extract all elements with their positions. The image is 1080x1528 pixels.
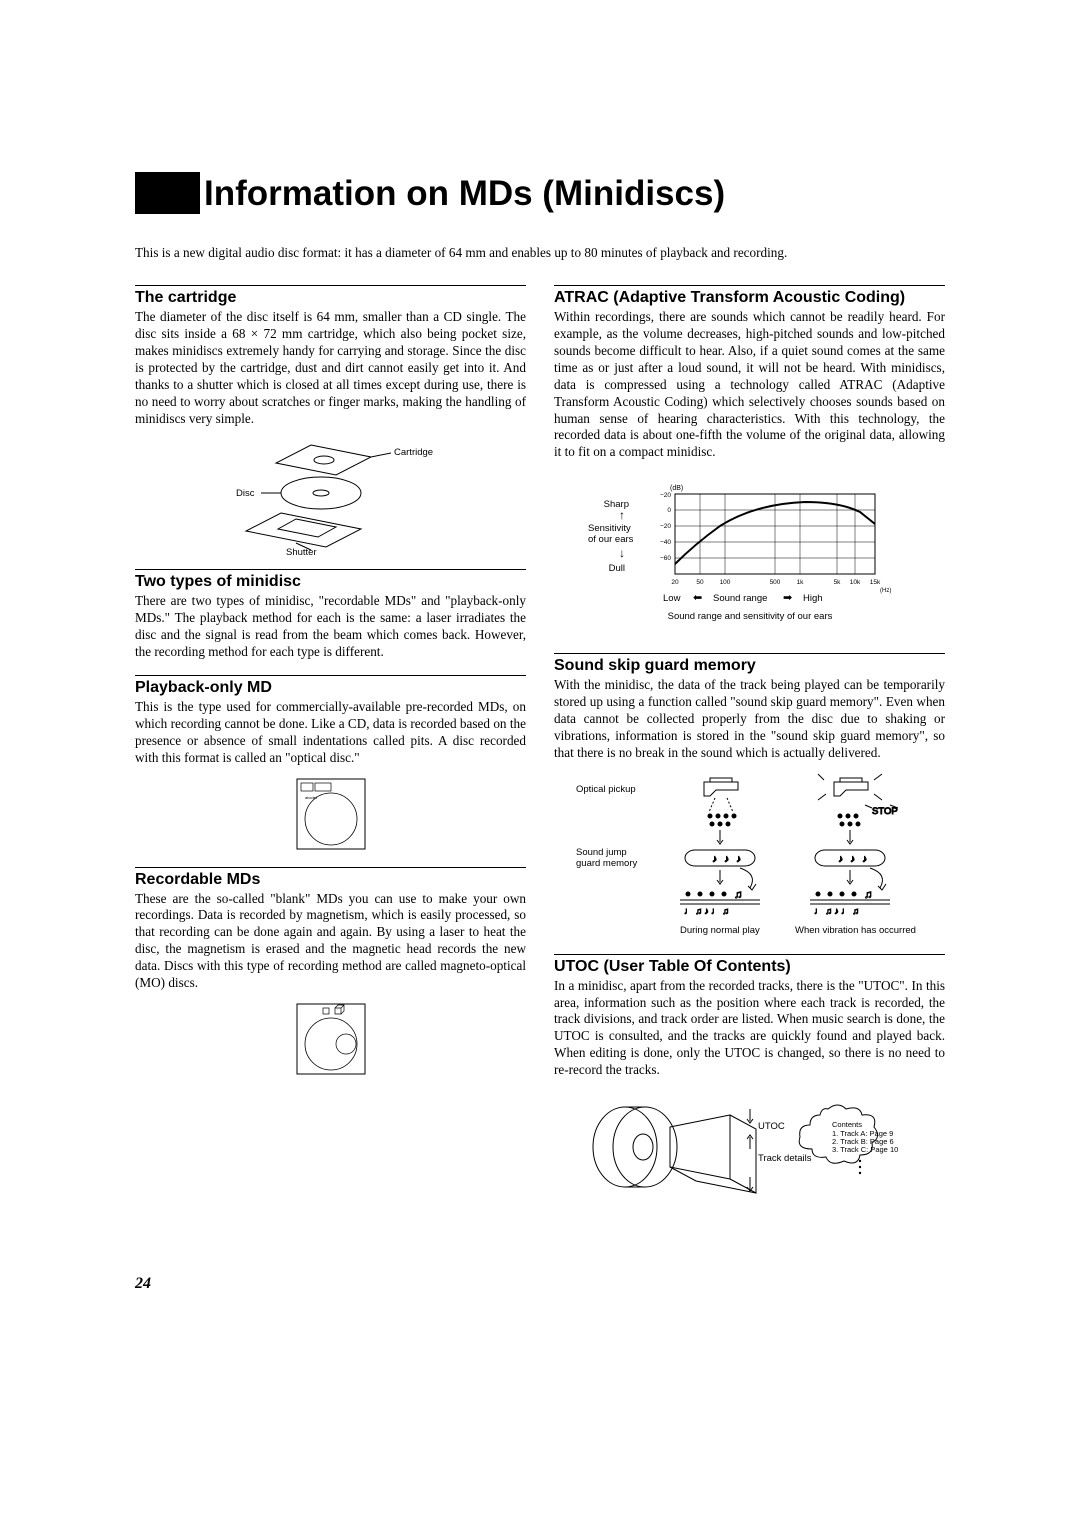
right-column: ATRAC (Adaptive Transform Acoustic Codin… bbox=[554, 285, 945, 1221]
svg-text:guard memory: guard memory bbox=[576, 858, 637, 869]
chart-caption: Sound range and sensitivity of our ears bbox=[667, 611, 832, 622]
svg-text:Contents: Contents bbox=[832, 1120, 862, 1129]
rule bbox=[554, 653, 945, 654]
svg-text:(dB): (dB) bbox=[670, 485, 683, 492]
svg-text:Track details: Track details bbox=[758, 1153, 812, 1164]
columns: The cartridge The diameter of the disc i… bbox=[135, 285, 945, 1221]
label-sharp: Sharp bbox=[603, 499, 628, 510]
svg-text:Optical pickup: Optical pickup bbox=[576, 784, 636, 795]
svg-text:UTOC: UTOC bbox=[758, 1121, 785, 1132]
svg-text:3. Track C: Page 10: 3. Track C: Page 10 bbox=[832, 1145, 898, 1154]
svg-text:10k: 10k bbox=[849, 579, 860, 586]
section-recordable: Recordable MDs These are the so-called "… bbox=[135, 867, 526, 1078]
section-sound-skip: Sound skip guard memory With the minidis… bbox=[554, 653, 945, 939]
svg-text:−60: −60 bbox=[659, 555, 670, 562]
rule bbox=[554, 285, 945, 286]
svg-text:♪: ♪ bbox=[838, 854, 843, 865]
fig-atrac-chart: Sharp ↑ Sensitivity of our ears ↓ Dull (… bbox=[554, 469, 945, 639]
svg-text:♩ ♫ ♪ ♩ ♫: ♩ ♫ ♪ ♩ ♫ bbox=[814, 906, 859, 916]
svg-text:♪: ♪ bbox=[724, 854, 729, 865]
body-sound-skip: With the minidisc, the data of the track… bbox=[554, 677, 945, 761]
svg-text:1k: 1k bbox=[796, 579, 804, 586]
svg-text:↑: ↑ bbox=[619, 508, 625, 522]
page-title: Information on MDs (Minidiscs) bbox=[204, 172, 725, 214]
svg-text:50: 50 bbox=[696, 579, 704, 586]
svg-text:➡: ➡ bbox=[783, 592, 792, 604]
heading-atrac: ATRAC (Adaptive Transform Acoustic Codin… bbox=[554, 289, 945, 307]
intro-text: This is a new digital audio disc format:… bbox=[135, 244, 945, 261]
rule bbox=[135, 569, 526, 570]
svg-text:−20: −20 bbox=[659, 523, 670, 530]
svg-text:500: 500 bbox=[769, 579, 780, 586]
body-playback-only: This is the type used for commercially-a… bbox=[135, 699, 526, 767]
svg-text:STOP: STOP bbox=[872, 806, 898, 817]
section-utoc: UTOC (User Table Of Contents) In a minid… bbox=[554, 954, 945, 1207]
label-cartridge: Cartridge bbox=[394, 447, 433, 458]
section-cartridge: The cartridge The diameter of the disc i… bbox=[135, 285, 526, 555]
svg-text:100: 100 bbox=[719, 579, 730, 586]
svg-text:of our ears: of our ears bbox=[588, 534, 634, 545]
heading-recordable: Recordable MDs bbox=[135, 871, 526, 889]
svg-text:♪: ♪ bbox=[712, 854, 717, 865]
svg-text:♪: ♪ bbox=[862, 854, 867, 865]
body-two-types: There are two types of minidisc, "record… bbox=[135, 593, 526, 661]
svg-text:15k: 15k bbox=[869, 579, 880, 586]
svg-text:♫: ♫ bbox=[734, 889, 742, 901]
svg-text:♪: ♪ bbox=[850, 854, 855, 865]
body-atrac: Within recordings, there are sounds whic… bbox=[554, 309, 945, 461]
svg-text:20: 20 bbox=[671, 579, 679, 586]
svg-text:↓: ↓ bbox=[619, 546, 625, 560]
page-number: 24 bbox=[135, 1275, 151, 1293]
rule bbox=[135, 867, 526, 868]
label-shutter: Shutter bbox=[286, 547, 317, 555]
svg-text:5k: 5k bbox=[833, 579, 841, 586]
svg-text:Low: Low bbox=[663, 593, 681, 604]
svg-text:abcdef: abcdef bbox=[305, 795, 318, 800]
label-dull: Dull bbox=[608, 563, 624, 574]
section-atrac: ATRAC (Adaptive Transform Acoustic Codin… bbox=[554, 285, 945, 639]
rule bbox=[135, 675, 526, 676]
body-cartridge: The diameter of the disc itself is 64 mm… bbox=[135, 309, 526, 427]
svg-text:−20: −20 bbox=[659, 492, 670, 499]
svg-text:0: 0 bbox=[667, 507, 671, 514]
label-disc: Disc bbox=[236, 488, 255, 499]
fig-utoc: UTOC Track details Contents 1. Track A: … bbox=[554, 1087, 945, 1207]
page: Information on MDs (Minidiscs) This is a… bbox=[135, 172, 945, 1221]
heading-sound-skip: Sound skip guard memory bbox=[554, 657, 945, 675]
svg-text:⬅: ⬅ bbox=[693, 592, 702, 604]
title-row: Information on MDs (Minidiscs) bbox=[135, 172, 945, 214]
fig-playback-only: abcdef bbox=[135, 775, 526, 853]
section-playback-only: Playback-only MD This is the type used f… bbox=[135, 675, 526, 853]
rule bbox=[554, 954, 945, 955]
heading-cartridge: The cartridge bbox=[135, 289, 526, 307]
svg-text:−40: −40 bbox=[659, 539, 670, 546]
body-utoc: In a minidisc, apart from the recorded t… bbox=[554, 978, 945, 1079]
svg-text:High: High bbox=[803, 593, 823, 604]
svg-text:♪: ♪ bbox=[736, 854, 741, 865]
title-block bbox=[135, 172, 200, 214]
fig-sound-skip: Optical pickup Sound jump guard memory bbox=[554, 770, 945, 940]
svg-text:Sound jump: Sound jump bbox=[576, 847, 627, 858]
fig-cartridge: Cartridge Disc Shutter bbox=[135, 435, 526, 555]
fig-recordable bbox=[135, 1000, 526, 1078]
label-during: During normal play bbox=[680, 925, 760, 936]
svg-text:♩ ♫ ♪ ♩ ♫: ♩ ♫ ♪ ♩ ♫ bbox=[684, 906, 729, 916]
heading-two-types: Two types of minidisc bbox=[135, 573, 526, 591]
section-two-types: Two types of minidisc There are two type… bbox=[135, 569, 526, 661]
left-column: The cartridge The diameter of the disc i… bbox=[135, 285, 526, 1221]
svg-text:♫: ♫ bbox=[864, 889, 872, 901]
svg-text:Sound range: Sound range bbox=[713, 593, 767, 604]
label-sensitivity: Sensitivity bbox=[588, 523, 631, 534]
rule bbox=[135, 285, 526, 286]
body-recordable: These are the so-called "blank" MDs you … bbox=[135, 891, 526, 992]
heading-utoc: UTOC (User Table Of Contents) bbox=[554, 958, 945, 976]
label-vibration: When vibration has occurred bbox=[795, 925, 916, 936]
svg-text:(Hz): (Hz) bbox=[880, 588, 891, 594]
heading-playback-only: Playback-only MD bbox=[135, 679, 526, 697]
